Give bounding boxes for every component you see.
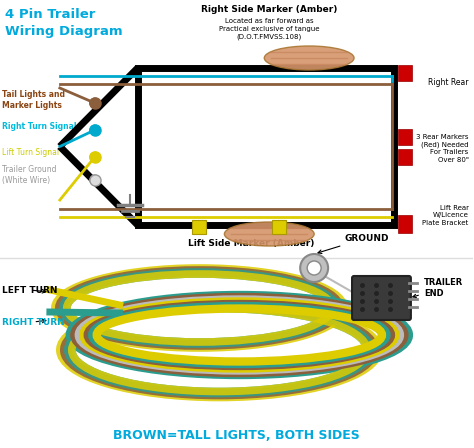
Text: 4 Pin Trailer
Wiring Diagram: 4 Pin Trailer Wiring Diagram: [5, 8, 123, 38]
Text: Tail Lights and
Marker Lights: Tail Lights and Marker Lights: [2, 90, 65, 110]
Ellipse shape: [224, 222, 314, 246]
Text: Right Rear: Right Rear: [428, 78, 469, 86]
Text: Trailer Ground
(White Wire): Trailer Ground (White Wire): [2, 165, 56, 185]
Bar: [137, 68, 394, 225]
Text: GROUND: GROUND: [318, 233, 389, 254]
Text: Lift Turn Signal: Lift Turn Signal: [2, 147, 59, 156]
Ellipse shape: [50, 283, 389, 397]
Text: Right Turn Signal: Right Turn Signal: [2, 121, 76, 130]
Bar: [398, 129, 412, 145]
Bar: [398, 215, 412, 233]
Circle shape: [90, 125, 100, 135]
Text: BROWN=TALL LIGHTS, BOTH SIDES: BROWN=TALL LIGHTS, BOTH SIDES: [113, 428, 360, 441]
Text: RIGHT TURN: RIGHT TURN: [2, 318, 65, 327]
Circle shape: [90, 175, 100, 185]
Text: LEFT TURN: LEFT TURN: [2, 285, 57, 294]
Bar: [192, 220, 207, 234]
Bar: [398, 65, 412, 81]
Text: 3 Rear Markers
(Red) Needed
For Trailers
Over 80": 3 Rear Markers (Red) Needed For Trailers…: [416, 134, 469, 163]
Circle shape: [90, 152, 100, 162]
Text: Located as far forward as
Practical exclusive of tangue
(D.O.T.FMVSS.108): Located as far forward as Practical excl…: [219, 18, 319, 39]
Text: Right Side Marker (Amber): Right Side Marker (Amber): [201, 5, 337, 14]
FancyBboxPatch shape: [352, 276, 411, 320]
Circle shape: [90, 98, 100, 108]
Circle shape: [307, 261, 321, 275]
Ellipse shape: [264, 46, 354, 70]
Text: TRAILER
END: TRAILER END: [413, 278, 463, 298]
Bar: [272, 220, 286, 234]
Text: Lift Rear
W/Licence
Plate Bracket: Lift Rear W/Licence Plate Bracket: [422, 204, 469, 225]
Circle shape: [300, 254, 328, 282]
Text: Lift Side Marker (Amber): Lift Side Marker (Amber): [188, 238, 315, 247]
Bar: [398, 148, 412, 164]
